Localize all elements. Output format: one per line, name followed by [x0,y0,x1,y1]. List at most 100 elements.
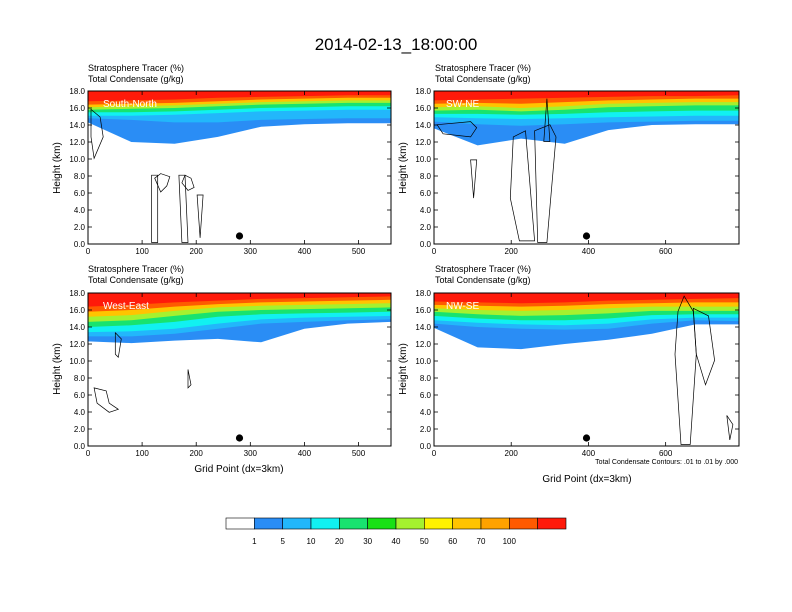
y-tick-label: 4.0 [74,206,86,215]
colorbar-swatch [509,517,538,530]
tracer-layer-100 [88,293,391,307]
x-tick-label: 400 [582,449,596,458]
x-axis-label: Grid Point (dx=3km) [542,474,631,485]
colorbar-swatch [395,517,425,530]
y-tick-label: 14.0 [69,121,85,130]
colorbar-swatch [310,517,340,530]
condensate-contour [93,387,120,413]
y-axis-label: Height (km) [398,343,409,395]
x-tick-label: 300 [244,449,258,458]
y-tick-label: 16.0 [69,306,85,315]
y-tick-label: 0.0 [74,442,86,451]
y-tick-label: 6.0 [74,189,86,198]
condensate-contour [178,174,189,243]
y-tick-label: 10.0 [69,155,85,164]
colorbar-label: 50 [420,537,429,546]
colorbar-label: 60 [448,537,457,546]
x-tick-label: 0 [432,247,437,256]
condensate-contour [154,173,171,193]
x-tick-label: 300 [244,247,258,256]
y-tick-label: 8.0 [74,172,86,181]
y-tick-label: 12.0 [415,138,431,147]
y-tick-label: 6.0 [420,189,432,198]
plot-area-sw-ne: 0.0 2.0 4.0 6.0 8.0 10.0 12.0 14.0 16.0 18.0 0 200 4… [415,87,740,256]
colorbar-swatch [424,517,453,530]
condensate-contour [181,174,195,191]
colorbar-swatch [480,517,510,530]
location-marker [235,232,244,240]
condensate-contour [470,159,478,199]
panel-subtitle-tracer: Stratosphere Tracer (%) [435,63,531,73]
x-tick-label: 400 [582,247,596,256]
y-tick-label: 12.0 [415,340,431,349]
condensate-contour [543,98,551,142]
y-tick-label: 16.0 [415,104,431,113]
figure-title: 2014-02-13_18:00:00 [315,35,478,54]
x-tick-label: 400 [298,247,312,256]
panel-label: South-North [103,99,157,110]
y-tick-label: 2.0 [420,425,432,434]
x-tick-label: 200 [505,449,519,458]
panel-label: NW-SE [446,301,479,312]
y-tick-label: 16.0 [415,306,431,315]
y-tick-label: 2.0 [74,425,86,434]
panel-subtitle-tracer: Stratosphere Tracer (%) [88,264,184,274]
x-tick-label: 600 [659,247,673,256]
y-tick-label: 4.0 [420,408,432,417]
y-tick-label: 18.0 [69,289,85,298]
y-tick-label: 10.0 [69,357,85,366]
y-tick-label: 14.0 [415,121,431,130]
x-tick-label: 0 [432,449,437,458]
plot-area-south-north: 0.0 2.0 4.0 6.0 8.0 10.0 12.0 14.0 16.0 18.0 0 100 2… [69,87,392,256]
y-tick-label: 16.0 [69,104,85,113]
colorbar-swatch [254,517,283,530]
colorbar-label: 70 [477,537,486,546]
panel-label: SW-NE [446,99,479,110]
condensate-contour [187,369,192,389]
x-tick-label: 0 [86,247,91,256]
tracer-layer-100 [434,91,739,101]
panel-subtitle-condensate: Total Condensate (g/kg) [88,74,184,84]
x-tick-label: 600 [659,449,673,458]
y-tick-label: 8.0 [420,374,432,383]
y-axis-label: Height (km) [52,142,63,194]
y-tick-label: 4.0 [420,206,432,215]
colorbar-swatch [537,517,567,530]
y-tick-label: 10.0 [415,357,431,366]
colorbar-label: 20 [335,537,344,546]
panel-subtitle-condensate: Total Condensate (g/kg) [88,275,184,285]
y-tick-label: 2.0 [420,223,432,232]
x-tick-label: 400 [298,449,312,458]
tracer-layer-100 [434,293,739,304]
plot-frame [87,292,392,447]
y-tick-label: 4.0 [74,408,86,417]
tracer-layer-100 [88,91,391,102]
colorbar-label: 30 [363,537,372,546]
panel-south-north: Stratosphere Tracer (%) Total Condensate… [52,63,392,256]
x-tick-label: 200 [505,247,519,256]
y-axis-label: Height (km) [52,343,63,395]
panel-nw-se: Stratosphere Tracer (%) Total Condensate… [398,264,740,485]
condensate-contour [114,331,122,359]
x-tick-label: 500 [352,449,366,458]
y-tick-label: 18.0 [415,289,431,298]
panel-label: West-East [103,301,149,312]
location-marker [582,232,591,240]
y-tick-label: 10.0 [415,155,431,164]
colorbar-label: 100 [503,537,517,546]
y-tick-label: 6.0 [420,391,432,400]
condensate-contour [509,130,535,242]
condensate-contour [151,174,159,243]
colorbar-swatch [452,517,482,530]
colorbar-swatch [339,517,368,530]
y-tick-label: 0.0 [420,240,432,249]
colorbar-swatch [282,517,312,530]
y-tick-label: 12.0 [69,340,85,349]
colorbar-label: 5 [280,537,285,546]
colorbar-swatch [367,517,397,530]
plot-frame [433,90,740,245]
panel-subtitle-condensate: Total Condensate (g/kg) [435,275,531,285]
x-tick-label: 0 [86,449,91,458]
y-tick-label: 8.0 [74,374,86,383]
